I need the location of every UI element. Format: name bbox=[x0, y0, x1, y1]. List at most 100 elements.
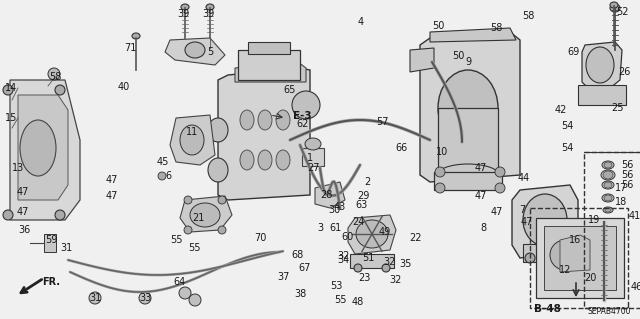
Ellipse shape bbox=[435, 183, 445, 193]
Polygon shape bbox=[410, 48, 434, 72]
Text: 29: 29 bbox=[357, 191, 369, 201]
Text: 45: 45 bbox=[157, 157, 169, 167]
Text: 34: 34 bbox=[337, 255, 349, 265]
Text: 12: 12 bbox=[559, 265, 571, 275]
Ellipse shape bbox=[586, 47, 614, 83]
Text: 4: 4 bbox=[358, 17, 364, 27]
Text: 24: 24 bbox=[352, 217, 364, 227]
Bar bbox=[302, 148, 324, 166]
Text: 16: 16 bbox=[569, 235, 581, 245]
Text: 13: 13 bbox=[12, 163, 24, 173]
Ellipse shape bbox=[603, 207, 613, 213]
Bar bbox=[584, 152, 640, 308]
Text: 11: 11 bbox=[186, 127, 198, 137]
Ellipse shape bbox=[356, 220, 388, 248]
Bar bbox=[544, 226, 616, 290]
Text: 54: 54 bbox=[561, 121, 573, 131]
Ellipse shape bbox=[604, 162, 612, 168]
Ellipse shape bbox=[190, 203, 220, 227]
Polygon shape bbox=[218, 68, 310, 200]
Bar bbox=[523, 244, 578, 262]
Text: 36: 36 bbox=[18, 225, 30, 235]
Text: 67: 67 bbox=[299, 263, 311, 273]
Bar bbox=[434, 172, 502, 190]
Ellipse shape bbox=[20, 120, 56, 176]
Text: 55: 55 bbox=[170, 235, 182, 245]
Text: 31: 31 bbox=[60, 243, 72, 253]
Bar bbox=[536, 218, 624, 298]
Text: FR.: FR. bbox=[42, 277, 60, 287]
Ellipse shape bbox=[132, 33, 140, 39]
Ellipse shape bbox=[208, 158, 228, 182]
Text: 47: 47 bbox=[106, 191, 118, 201]
Text: 9: 9 bbox=[465, 57, 471, 67]
Ellipse shape bbox=[610, 4, 620, 12]
Text: 56: 56 bbox=[621, 170, 633, 180]
Text: 65: 65 bbox=[284, 85, 296, 95]
Polygon shape bbox=[430, 28, 516, 42]
Text: 25: 25 bbox=[611, 103, 623, 113]
Ellipse shape bbox=[525, 253, 535, 263]
Text: 14: 14 bbox=[5, 83, 17, 93]
Text: 57: 57 bbox=[376, 117, 388, 127]
Polygon shape bbox=[18, 95, 68, 200]
Ellipse shape bbox=[218, 226, 226, 234]
Text: 33: 33 bbox=[139, 293, 151, 303]
Ellipse shape bbox=[604, 182, 612, 188]
Text: 66: 66 bbox=[395, 143, 407, 153]
Ellipse shape bbox=[602, 161, 614, 169]
Ellipse shape bbox=[184, 226, 192, 234]
Text: 46: 46 bbox=[631, 282, 640, 292]
Text: 50: 50 bbox=[452, 51, 464, 61]
Text: 31: 31 bbox=[89, 293, 101, 303]
Text: 48: 48 bbox=[352, 297, 364, 307]
Text: 38: 38 bbox=[294, 289, 306, 299]
Text: 50: 50 bbox=[432, 21, 444, 31]
Ellipse shape bbox=[139, 292, 151, 304]
Text: 64: 64 bbox=[174, 277, 186, 287]
Ellipse shape bbox=[435, 167, 445, 177]
Text: 71: 71 bbox=[124, 43, 136, 53]
Text: 6: 6 bbox=[165, 171, 171, 181]
Ellipse shape bbox=[48, 68, 60, 80]
Ellipse shape bbox=[208, 118, 228, 142]
Ellipse shape bbox=[305, 138, 321, 150]
Text: 7: 7 bbox=[519, 205, 525, 215]
Bar bbox=[578, 85, 626, 105]
Text: SEPAB4700: SEPAB4700 bbox=[588, 307, 632, 316]
Bar bbox=[248, 42, 290, 54]
Text: 56: 56 bbox=[621, 160, 633, 170]
Text: 32: 32 bbox=[384, 257, 396, 267]
Ellipse shape bbox=[436, 164, 500, 188]
Ellipse shape bbox=[240, 150, 254, 170]
Text: 15: 15 bbox=[5, 113, 17, 123]
Bar bbox=[238, 50, 300, 80]
Ellipse shape bbox=[179, 287, 191, 299]
Text: 37: 37 bbox=[278, 272, 290, 282]
Ellipse shape bbox=[55, 210, 65, 220]
Text: 47: 47 bbox=[17, 187, 29, 197]
Ellipse shape bbox=[550, 240, 580, 270]
Bar bbox=[530, 208, 628, 308]
Text: 47: 47 bbox=[475, 163, 487, 173]
Text: 42: 42 bbox=[555, 105, 567, 115]
Text: E-3: E-3 bbox=[293, 111, 312, 121]
Text: 44: 44 bbox=[518, 173, 530, 183]
Ellipse shape bbox=[495, 183, 505, 193]
Text: 8: 8 bbox=[480, 223, 486, 233]
Text: 21: 21 bbox=[192, 213, 204, 223]
Text: 27: 27 bbox=[307, 163, 319, 173]
Polygon shape bbox=[165, 38, 225, 65]
Text: 41: 41 bbox=[629, 211, 640, 221]
Text: 47: 47 bbox=[17, 207, 29, 217]
Text: 40: 40 bbox=[118, 82, 130, 92]
Ellipse shape bbox=[604, 195, 612, 201]
Text: 10: 10 bbox=[436, 147, 448, 157]
Polygon shape bbox=[560, 235, 590, 272]
Ellipse shape bbox=[292, 91, 320, 119]
Polygon shape bbox=[170, 115, 215, 165]
Text: 61: 61 bbox=[330, 223, 342, 233]
Ellipse shape bbox=[563, 253, 573, 263]
Ellipse shape bbox=[602, 181, 614, 189]
Polygon shape bbox=[10, 80, 80, 220]
